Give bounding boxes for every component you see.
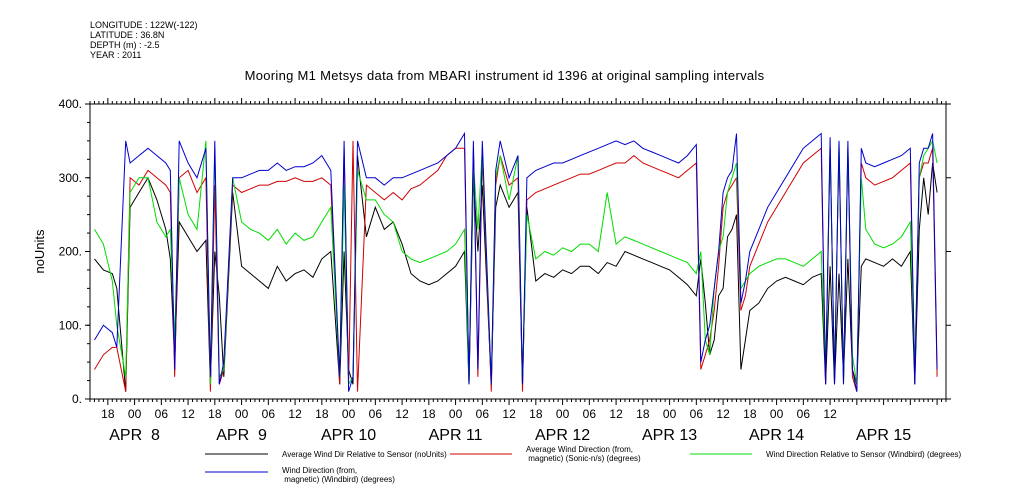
y-tick-label: 300. — [59, 171, 82, 185]
x-hour-tick-label: 12 — [716, 407, 730, 421]
y-axis-label: noUnits — [32, 229, 47, 274]
x-day-label: APR 11 — [429, 427, 483, 444]
x-hour-tick-label: 18 — [208, 407, 222, 421]
legend-label-2: Average Wind Direction (from, magnetic) … — [526, 445, 641, 463]
legend-label-3: Wind Direction Relative to Sensor (Windb… — [766, 450, 962, 459]
x-hour-tick-label: 12 — [609, 407, 623, 421]
y-tick-label: 200. — [59, 245, 82, 259]
x-day-label: APR 13 — [642, 427, 697, 444]
x-hour-tick-label: 18 — [101, 407, 115, 421]
x-day-label: APR 15 — [856, 427, 911, 444]
y-tick-label: 400. — [59, 97, 82, 111]
x-hour-tick-label: 00 — [556, 407, 570, 421]
x-hour-tick-label: 06 — [797, 407, 811, 421]
x-hour-tick-label: 18 — [315, 407, 329, 421]
series-line-4 — [94, 131, 938, 392]
x-day-label: APR 14 — [749, 427, 804, 444]
x-hour-tick-label: 00 — [770, 407, 784, 421]
x-hour-tick-label: 00 — [449, 407, 463, 421]
series-line-2 — [94, 140, 938, 392]
x-hour-tick-label: 12 — [288, 407, 302, 421]
x-hour-tick-label: 12 — [395, 407, 409, 421]
longitude-text: LONGITUDE : 122W(-122) — [90, 20, 198, 30]
x-day-label: APR 12 — [535, 427, 590, 444]
x-hour-tick-label: 06 — [476, 407, 490, 421]
x-hour-tick-label: 18 — [422, 407, 436, 421]
x-hour-tick-label: 06 — [369, 407, 383, 421]
x-hour-tick-label: 12 — [502, 407, 516, 421]
x-hour-tick-label: 00 — [663, 407, 677, 421]
chart-title: Mooring M1 Metsys data from MBARI instru… — [244, 68, 765, 83]
x-hour-tick-label: 12 — [181, 407, 195, 421]
x-hour-tick-label: 12 — [823, 407, 837, 421]
x-hour-tick-label: 06 — [690, 407, 704, 421]
legend-label-1: Average Wind Dir Relative to Sensor (noU… — [282, 450, 447, 459]
series-line-1 — [94, 155, 938, 392]
y-tick-label: 0. — [72, 392, 82, 406]
series-line-3 — [94, 139, 938, 387]
x-hour-tick-label: 06 — [583, 407, 597, 421]
x-hour-tick-label: 06 — [262, 407, 276, 421]
x-hour-tick-label: 18 — [636, 407, 650, 421]
x-day-label: APR 10 — [321, 427, 376, 444]
x-hour-tick-label: 00 — [342, 407, 356, 421]
depth-text: DEPTH (m) : -2.5 — [90, 40, 160, 50]
x-hour-tick-label: 00 — [128, 407, 142, 421]
legend-label-4: Wind Direction (from, magnetic) (Windbir… — [282, 466, 395, 484]
y-tick-label: 100. — [59, 318, 82, 332]
metadata-block: LONGITUDE : 122W(-122) LATITUDE : 36.8N … — [90, 20, 198, 60]
x-hour-tick-label: 18 — [529, 407, 543, 421]
x-hour-tick-label: 00 — [235, 407, 249, 421]
x-day-label: APR 8 — [109, 427, 160, 444]
x-hour-tick-label: 06 — [155, 407, 169, 421]
year-text: YEAR : 2011 — [90, 50, 142, 60]
latitude-text: LATITUDE : 36.8N — [90, 30, 165, 40]
x-hour-tick-label: 18 — [743, 407, 757, 421]
x-day-label: APR 9 — [216, 427, 267, 444]
